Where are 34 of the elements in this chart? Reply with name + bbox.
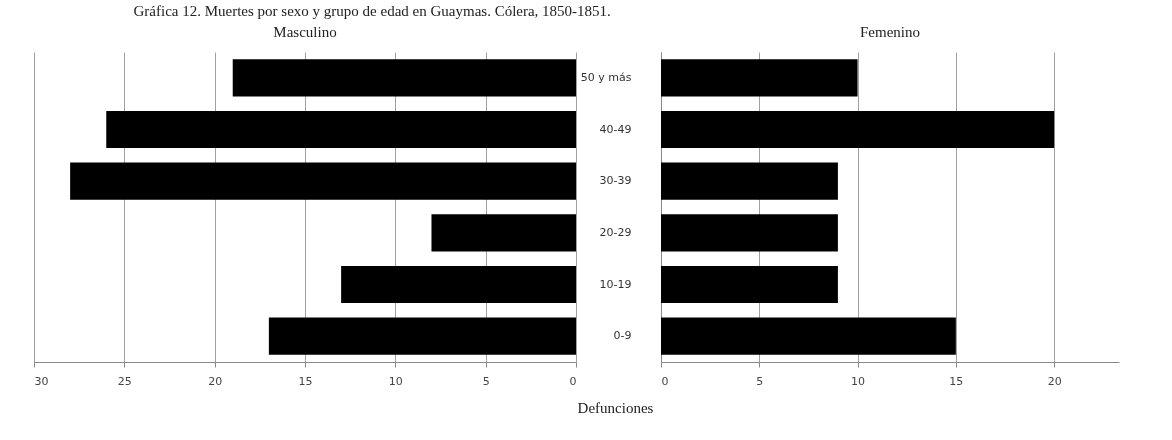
x-tick-label: 20 xyxy=(208,374,223,388)
y-tick-label: 40-49 xyxy=(599,122,632,136)
bar xyxy=(661,317,956,355)
x-tick-label: 30 xyxy=(34,374,49,388)
bar xyxy=(661,59,858,97)
y-tick-label: 50 y más xyxy=(580,70,632,84)
x-axis-title: Defunciones xyxy=(577,399,654,416)
x-tick-label: 10 xyxy=(388,374,403,388)
x-tick-label: 0 xyxy=(661,374,669,388)
bar xyxy=(661,162,838,200)
chart-title: Masculino xyxy=(273,24,337,40)
y-tick-label: 30-39 xyxy=(599,174,632,188)
bar xyxy=(661,110,1055,149)
x-tick-label: 5 xyxy=(756,374,764,388)
bar xyxy=(341,265,576,304)
y-tick-label: 20-29 xyxy=(599,225,632,239)
chart-title: Femenino xyxy=(860,24,920,40)
bar xyxy=(232,59,576,97)
bar xyxy=(431,214,576,252)
bar xyxy=(661,265,838,304)
x-tick-label: 20 xyxy=(1047,374,1062,388)
x-tick-label: 15 xyxy=(298,374,313,388)
y-tick-label: 0-9 xyxy=(613,329,632,343)
bar xyxy=(106,110,576,149)
x-tick-label: 10 xyxy=(851,374,866,388)
x-tick-label: 0 xyxy=(569,374,577,388)
bar xyxy=(268,317,576,355)
x-tick-label: 15 xyxy=(949,374,964,388)
text: Gráfica 12. Muertes por sexo y grupo de edad en Guaymas. Cólera, 1850-1851. xyxy=(133,3,611,19)
bar xyxy=(661,214,838,252)
x-tick-label: 5 xyxy=(482,374,490,388)
bar xyxy=(70,162,576,200)
y-tick-label: 10-19 xyxy=(599,277,632,291)
x-tick-label: 25 xyxy=(117,374,132,388)
